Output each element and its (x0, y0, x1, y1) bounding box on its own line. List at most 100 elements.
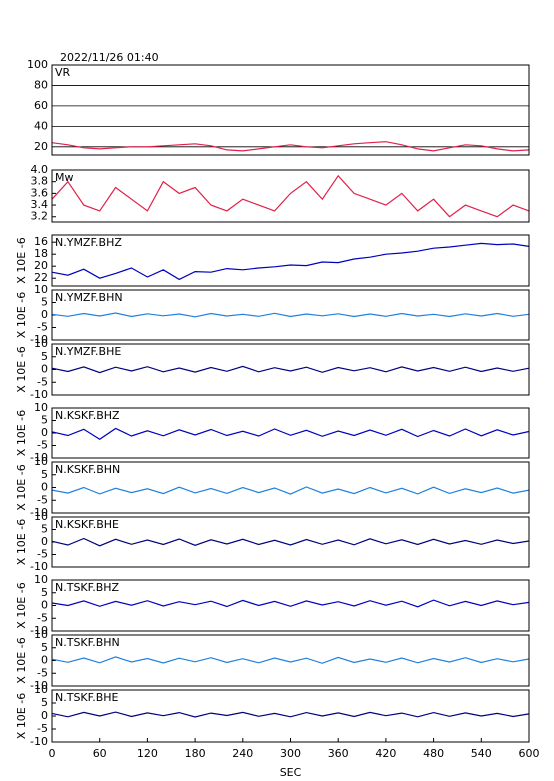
panel-label: N.TSKF.BHN (55, 636, 120, 649)
y-tick-label: 3.2 (31, 210, 49, 223)
y-tick-label: -10 (30, 560, 48, 573)
y-tick-label: -5 (37, 666, 48, 679)
panel-label: N.KSKF.BHZ (55, 409, 120, 422)
y-tick-label: 18 (34, 247, 48, 260)
x-tick-label: 120 (137, 747, 158, 760)
y-tick-label: 10 (34, 573, 48, 586)
y-tick-label: -10 (30, 506, 48, 519)
waveform-line (51, 537, 530, 547)
y-tick-label: -10 (30, 333, 48, 346)
y-tick-label: 5 (41, 586, 48, 599)
panel-frame (51, 516, 530, 568)
y-tick-label: 0 (41, 426, 48, 439)
x-tick-label: 480 (423, 747, 444, 760)
x-tick-label: 300 (280, 747, 301, 760)
panel-frame (51, 289, 530, 341)
panel-frame (51, 689, 530, 743)
panel-label: VR (55, 66, 71, 79)
y-tick-label: -5 (37, 439, 48, 452)
x-tick-label: 420 (375, 747, 396, 760)
y-axis-label: X 10E -6 (15, 637, 28, 683)
panel-label: N.TSKF.BHE (55, 691, 119, 704)
x-tick-label: 540 (471, 747, 492, 760)
y-tick-label: 5 (41, 296, 48, 309)
panel-frame (51, 343, 530, 396)
y-tick-label: -5 (37, 548, 48, 561)
panel-label: Mw (55, 171, 74, 184)
y-axis-label: X 10E -6 (15, 237, 28, 283)
y-tick-label: 22 (34, 271, 48, 284)
y-tick-label: -5 (37, 375, 48, 388)
panel-label: N.TSKF.BHZ (55, 581, 120, 594)
chart-title: 2022/11/26 01:40 (60, 51, 159, 64)
x-tick-label: 360 (328, 747, 349, 760)
waveform-line (51, 141, 530, 152)
y-tick-label: 3.4 (31, 198, 49, 211)
panel-frame (51, 461, 530, 514)
waveform-line (51, 427, 530, 441)
x-tick-label: 180 (185, 747, 206, 760)
y-tick-label: 10 (34, 283, 48, 296)
y-tick-label: 0 (41, 363, 48, 376)
y-tick-label: -5 (37, 722, 48, 735)
y-tick-label: 5 (41, 696, 48, 709)
waveform-line (51, 656, 530, 664)
y-tick-label: 0 (41, 709, 48, 722)
panel-label: N.YMZF.BHN (55, 291, 123, 304)
y-axis-label: X 10E -6 (15, 410, 28, 456)
y-tick-label: -5 (37, 321, 48, 334)
y-tick-label: 10 (34, 455, 48, 468)
y-axis-label: X 10E -6 (15, 519, 28, 565)
y-tick-label: 100 (27, 58, 48, 71)
waveform-line (51, 365, 530, 374)
y-axis-label: X 10E -6 (15, 464, 28, 510)
y-tick-label: 5 (41, 641, 48, 654)
y-tick-label: 3.6 (31, 186, 49, 199)
x-tick-label: 60 (93, 747, 107, 760)
y-tick-label: 0 (41, 308, 48, 321)
y-tick-label: 80 (34, 78, 48, 91)
y-tick-label: -10 (30, 679, 48, 692)
y-tick-label: 5 (41, 350, 48, 363)
y-axis-label: X 10E -6 (15, 292, 28, 338)
panel-frame (51, 64, 530, 156)
y-tick-label: 20 (34, 140, 48, 153)
x-tick-label: 600 (519, 747, 540, 760)
panel-label: N.KSKF.BHN (55, 463, 120, 476)
y-tick-label: 10 (34, 337, 48, 350)
waveform-line (51, 242, 530, 281)
y-tick-label: -10 (30, 451, 48, 464)
y-tick-label: 0 (41, 481, 48, 494)
y-tick-label: 0 (41, 535, 48, 548)
panel-label: N.KSKF.BHE (55, 518, 119, 531)
waveform-line (51, 486, 530, 495)
x-tick-label: 0 (49, 747, 56, 760)
y-tick-label: 10 (34, 510, 48, 523)
panel-label: N.YMZF.BHZ (55, 236, 122, 249)
panel-frame (51, 234, 530, 287)
y-tick-label: 20 (34, 259, 48, 272)
panel-frame (51, 169, 530, 223)
panel-frame (51, 407, 530, 459)
waveform-line (51, 312, 530, 318)
waveform-line (51, 174, 530, 218)
panel-frame (51, 634, 530, 687)
y-tick-label: 0 (41, 599, 48, 612)
panel-frame (51, 579, 530, 632)
y-tick-label: 10 (34, 401, 48, 414)
y-tick-label: 10 (34, 683, 48, 696)
y-tick-label: -5 (37, 493, 48, 506)
y-tick-label: -5 (37, 611, 48, 624)
y-tick-label: -10 (30, 388, 48, 401)
y-axis-label: X 10E -6 (15, 582, 28, 628)
x-axis-label: SEC (280, 766, 302, 779)
y-tick-label: 3.8 (31, 175, 49, 188)
y-axis-label: X 10E -6 (15, 693, 28, 739)
y-tick-label: 60 (34, 99, 48, 112)
y-tick-label: 16 (34, 235, 48, 248)
y-tick-label: 0 (41, 654, 48, 667)
x-tick-label: 240 (232, 747, 253, 760)
y-tick-label: -10 (30, 624, 48, 637)
y-tick-label: 10 (34, 628, 48, 641)
